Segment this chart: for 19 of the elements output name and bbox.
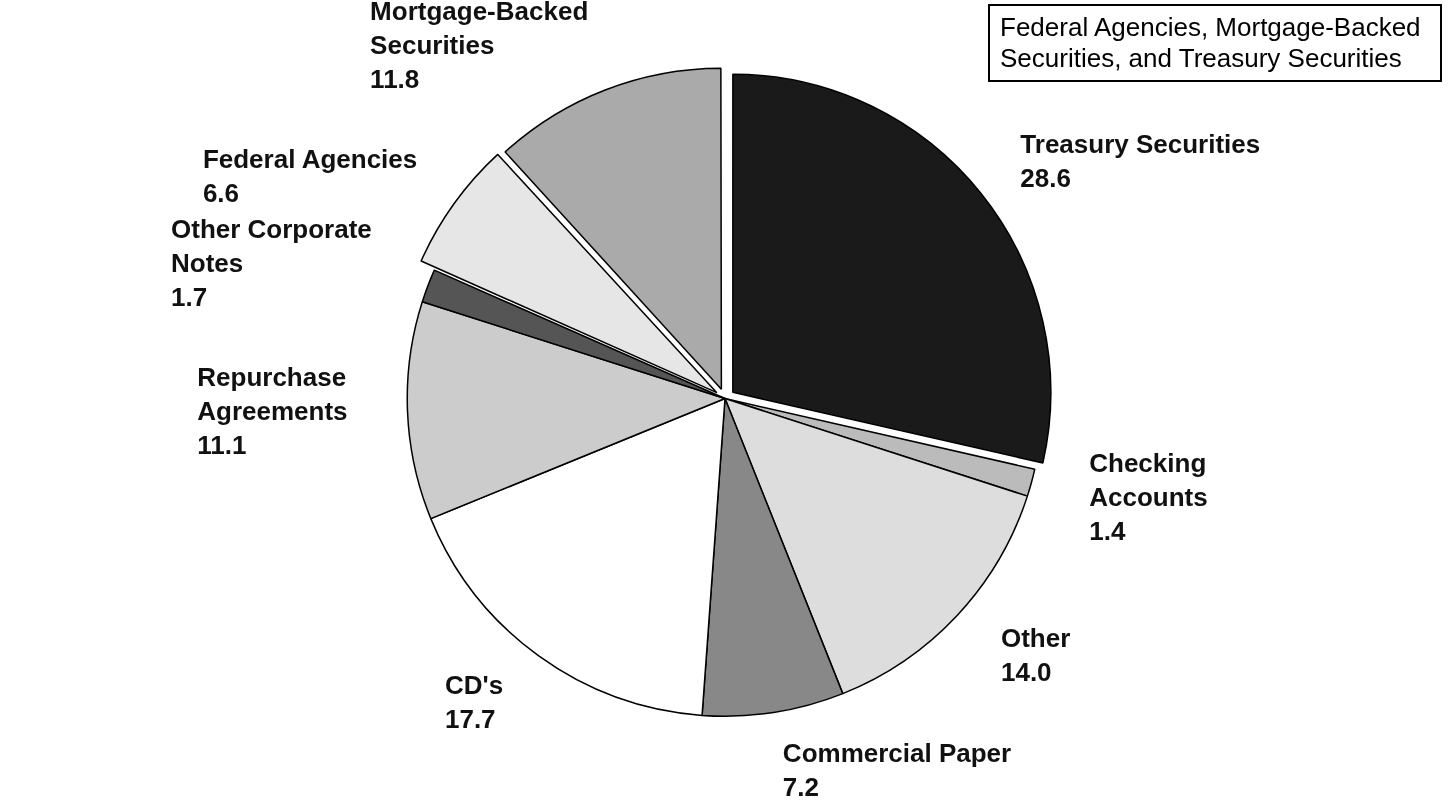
- data-label: 1.4: [1089, 515, 1126, 546]
- slice-label: CD's: [444, 670, 504, 701]
- text: Federal Agencies, Mortgage-Backed Securities, and Treasury Securities: [988, 4, 1442, 83]
- data-label: 1.7: [171, 281, 208, 312]
- slice-label: Federal Agencies: [202, 144, 418, 175]
- data-label: 28.6: [1020, 163, 1071, 194]
- slice-label: Treasury Securities: [1020, 129, 1261, 160]
- slice-label: Other Corporate Notes: [171, 213, 372, 278]
- data-label: 17.7: [444, 704, 496, 735]
- slice-label: Checking Accounts: [1089, 447, 1208, 512]
- data-label: 7.2: [782, 771, 820, 802]
- slice-label: Repurchase Agreements: [197, 362, 348, 427]
- data-label: 11.1: [197, 430, 247, 461]
- slice-label: Mortgage-Backed Securities: [370, 0, 589, 60]
- data-label: 11.8: [370, 63, 420, 94]
- slice-label: Commercial Paper: [782, 737, 1012, 768]
- data-label: 6.6: [202, 178, 240, 209]
- slice-label: Other: [1000, 622, 1071, 653]
- data-label: 14.0: [1000, 656, 1052, 687]
